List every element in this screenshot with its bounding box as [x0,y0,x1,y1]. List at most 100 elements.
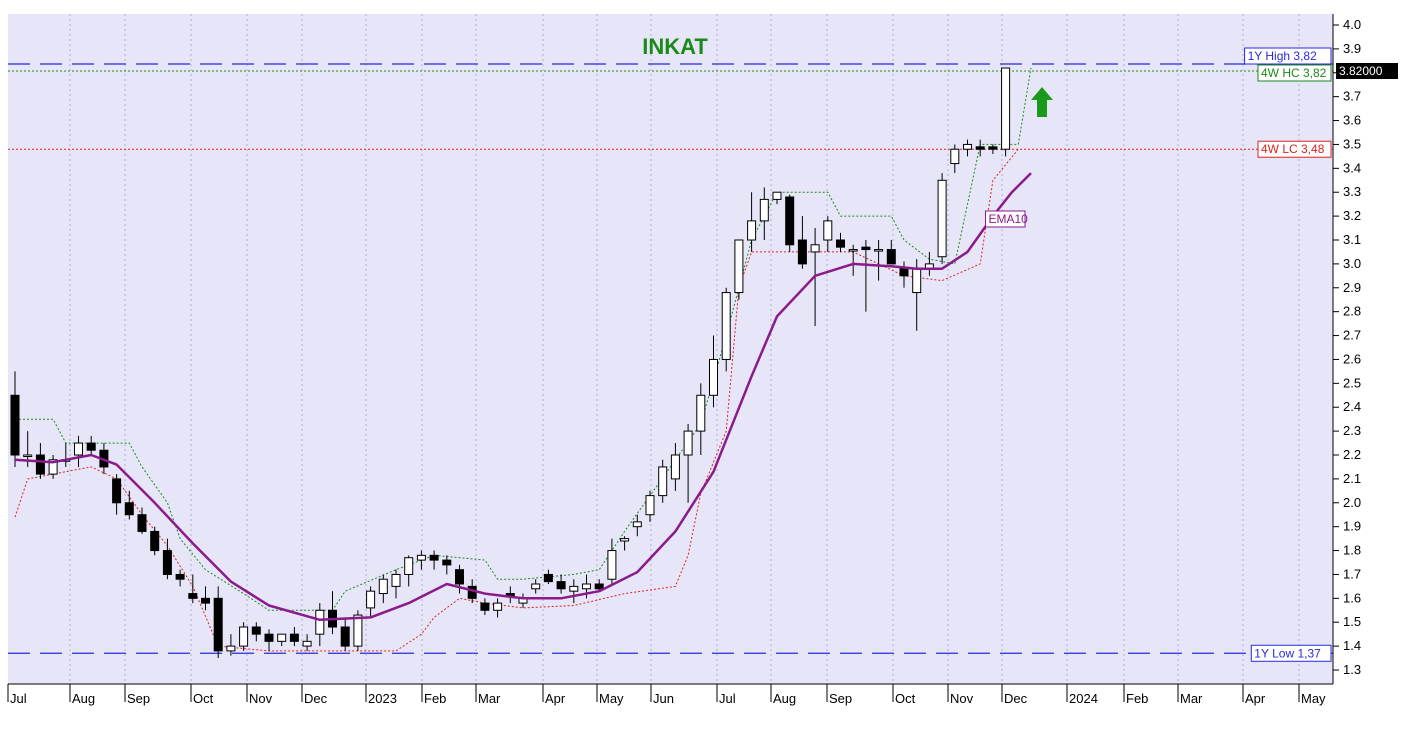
candle [429,550,439,570]
candle [823,216,833,252]
ema-label-text: EMA10 [989,212,1029,226]
y-tick-label: 1.9 [1343,519,1361,534]
candle-body [86,442,96,451]
candle [264,629,274,651]
candle-body [493,602,503,611]
candle [645,490,655,522]
y-tick-label: 2.6 [1343,351,1361,366]
candle [289,627,299,647]
x-tick-label: Jun [653,691,674,706]
x-tick-label: Mar [478,691,501,706]
x-tick-label: Apr [545,691,566,706]
x-tick-label: Oct [895,691,916,706]
candle-body [264,633,274,642]
candle-body [543,573,553,583]
candle-body [810,244,820,253]
candle-body [404,557,414,575]
y-tick-label: 1.3 [1343,662,1361,677]
candle [480,598,490,616]
annotation-labels: 1Y High 3,82 4W HC 3,82 4W LC 3,48 1Y Low 1… [985,47,1398,662]
candle-body [124,502,134,516]
candle-body [137,514,147,532]
candle-body [289,633,299,642]
y-tick-label: 2.0 [1343,495,1361,510]
candle-body [74,442,83,456]
candle-body [188,593,198,599]
candle-body [963,143,972,150]
candle [975,139,985,157]
candle-body [696,394,706,432]
candle-body [201,597,210,604]
y-tick-label: 3.0 [1343,256,1361,271]
candle [493,598,503,618]
up-arrow-icon [1031,87,1053,117]
grid [69,14,1300,684]
candle-body [772,191,782,200]
y-tick-label: 1.8 [1343,543,1361,558]
candle-body [150,530,160,552]
candle-body [251,626,261,635]
candle-body [582,583,591,590]
candle-body [785,196,795,246]
y-tick-label: 2.8 [1343,304,1361,319]
level-lines [8,63,1333,654]
y-tick-label: 2.1 [1343,471,1361,486]
candle-body [823,220,833,241]
candle-body [340,626,350,647]
y-tick-label: 3.1 [1343,232,1361,247]
candle-body [480,602,490,611]
high-label-box [1244,47,1332,65]
x-tick-label: Aug [72,691,95,706]
x-tick-label: Sep [127,691,150,706]
high-label: 1Y High 3,82 [1244,47,1332,65]
candle-body [455,569,464,585]
candle [543,569,553,584]
candle [112,474,122,515]
candle [683,423,693,503]
y-tick-label: 2.7 [1343,328,1361,343]
candle-body [937,179,947,258]
candle [848,244,858,276]
candle [455,564,464,594]
y-tick-label: 3.9 [1343,41,1361,56]
candle [759,187,769,240]
candle [861,240,871,312]
price-tag: 3.82000 [1336,63,1398,79]
candle-body [950,148,960,165]
candle-body [912,268,922,294]
candle [734,239,744,300]
candle [48,455,58,479]
x-tick-label: Aug [773,691,796,706]
candle [620,536,630,551]
y-tick-label: 1.6 [1343,590,1361,605]
candle [10,371,20,467]
y-axis: 4.03.93.83.73.63.53.43.33.23.13.02.92.82… [1332,14,1361,684]
candle-body [315,609,325,635]
candle-body [1001,67,1011,150]
candle-body [416,554,426,561]
candle [188,574,198,604]
candle-body [569,585,579,592]
candle [378,574,388,604]
candle-body [670,454,680,480]
candle [670,443,680,491]
hc-label-text: 4W HC 3,82 [1261,66,1327,80]
candle-body [35,454,45,475]
candle-body [531,583,541,590]
candle-body [759,198,769,222]
chart-title: INKAT [642,34,708,59]
y-tick-label: 3.2 [1343,208,1361,223]
candle-body [302,640,312,647]
price-tag-box [1336,63,1398,79]
candle-body [48,459,58,475]
candle [391,569,401,599]
candle [137,507,147,534]
candle-body [10,394,20,456]
candle [950,144,960,174]
x-tick-label: Dec [304,691,328,706]
candle [531,579,541,594]
candle [277,633,287,647]
y-tick-label: 3.3 [1343,184,1361,199]
candle [86,435,96,455]
